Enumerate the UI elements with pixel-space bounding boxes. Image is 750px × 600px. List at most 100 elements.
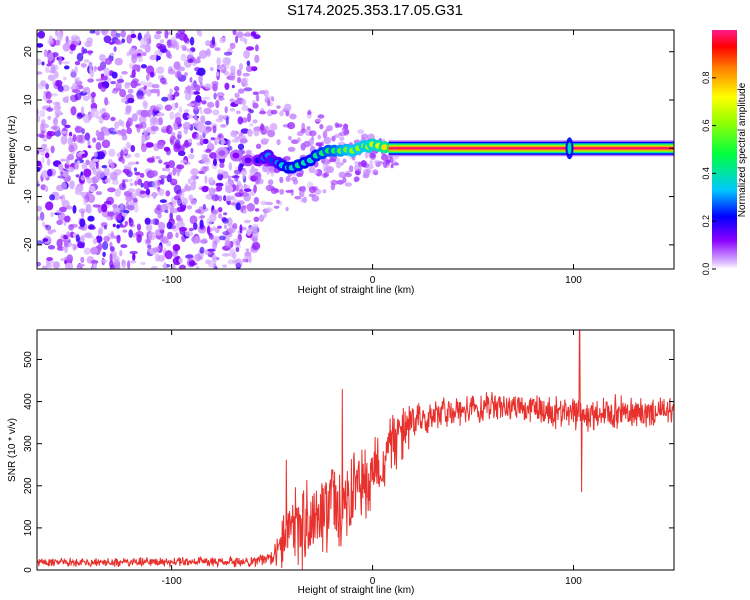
noise-blob	[127, 188, 136, 193]
noise-blob	[331, 135, 336, 142]
noise-blob	[61, 61, 71, 65]
noise-blob	[121, 259, 126, 266]
noise-blob	[178, 106, 183, 114]
noise-blob	[79, 218, 86, 228]
noise-blob	[155, 103, 163, 111]
noise-blob	[218, 134, 222, 138]
noise-blob	[37, 58, 42, 66]
noise-blob	[276, 139, 281, 146]
noise-blob	[81, 162, 88, 170]
noise-blob	[180, 53, 187, 62]
noise-blob	[115, 39, 121, 44]
noise-blob	[81, 210, 85, 218]
noise-blob	[129, 178, 133, 182]
noise-blob	[113, 169, 122, 176]
noise-blob	[95, 161, 99, 169]
noise-blob	[56, 238, 63, 248]
noise-blob	[328, 158, 337, 163]
noise-blob	[283, 103, 292, 112]
noise-blob	[132, 197, 138, 203]
noise-blob	[253, 34, 261, 40]
noise-blob	[232, 30, 237, 36]
noise-blob	[270, 169, 275, 177]
snr-axis-ticks: -100 0 100 0 100 200 300 400 500	[23, 330, 674, 587]
noise-blob	[70, 68, 76, 78]
noise-blob	[179, 264, 186, 269]
noise-blob	[107, 211, 115, 217]
noise-blob	[116, 78, 125, 83]
noise-blob	[72, 134, 77, 143]
spectrogram-frame	[36, 29, 675, 270]
noise-blob	[237, 143, 245, 151]
noise-blob	[146, 157, 155, 163]
noise-blob	[237, 116, 244, 125]
noise-blob	[212, 240, 218, 250]
noise-blob	[218, 207, 223, 213]
noise-blob	[114, 57, 123, 66]
noise-blob	[60, 158, 67, 162]
noise-blob	[212, 226, 216, 231]
noise-blob	[159, 77, 167, 84]
noise-blob	[219, 162, 225, 168]
noise-blob	[176, 206, 186, 212]
noise-blob	[206, 225, 211, 235]
noise-blob	[167, 68, 176, 75]
noise-blob	[128, 218, 134, 227]
noise-blob	[243, 185, 251, 190]
noise-blob	[241, 173, 246, 180]
y-tick-label: 500	[23, 351, 34, 368]
noise-blob	[97, 242, 103, 252]
noise-blob	[130, 33, 137, 39]
noise-blob	[131, 69, 136, 78]
noise-blob	[245, 46, 255, 51]
y-tick-label: 100	[23, 519, 34, 536]
noise-blob	[252, 119, 258, 124]
noise-blob	[75, 234, 80, 243]
noise-blob	[315, 142, 323, 147]
noise-blob	[37, 71, 43, 75]
noise-blob	[203, 107, 212, 115]
noise-blob	[242, 258, 247, 263]
noise-blob	[164, 30, 169, 39]
noise-blob	[195, 265, 200, 269]
noise-blob	[339, 136, 345, 142]
noise-blob	[288, 136, 293, 141]
noise-blob	[133, 167, 138, 172]
noise-blob	[252, 102, 259, 109]
noise-blob	[189, 215, 198, 225]
noise-blob	[234, 174, 239, 182]
noise-blob	[154, 253, 160, 262]
noise-blob	[68, 144, 75, 153]
noise-blob	[195, 209, 202, 214]
noise-blob	[317, 134, 322, 140]
noise-blob	[175, 32, 180, 39]
noise-blob	[154, 218, 160, 226]
noise-blob	[146, 81, 154, 88]
noise-blob	[210, 137, 216, 141]
snr-ylabel: SNR (10 * v/v)	[7, 418, 18, 482]
noise-blob	[127, 161, 136, 166]
noise-blob	[243, 49, 251, 59]
noise-blob	[121, 134, 128, 141]
snr-panel: -100 0 100 0 100 200 300 400 500 Height of strai…	[7, 329, 675, 596]
noise-blob	[127, 201, 135, 211]
noise-blob	[201, 154, 209, 159]
noise-blob	[285, 206, 289, 212]
noise-blob	[334, 122, 339, 128]
noise-blob	[263, 211, 267, 218]
noise-blob	[44, 185, 49, 192]
noise-blob	[40, 130, 46, 134]
noise-blob	[287, 122, 296, 130]
noise-blob	[95, 235, 103, 244]
x-tick-label: -100	[162, 576, 182, 587]
noise-blob	[173, 122, 178, 131]
noise-blob	[109, 131, 118, 135]
noise-blob	[121, 157, 125, 164]
noise-blob	[354, 161, 359, 165]
noise-blob	[37, 180, 40, 185]
noise-blob	[152, 247, 160, 253]
noise-blob	[109, 246, 115, 252]
noise-blob	[196, 56, 201, 60]
noise-blob	[196, 30, 200, 36]
noise-blob	[300, 128, 307, 134]
